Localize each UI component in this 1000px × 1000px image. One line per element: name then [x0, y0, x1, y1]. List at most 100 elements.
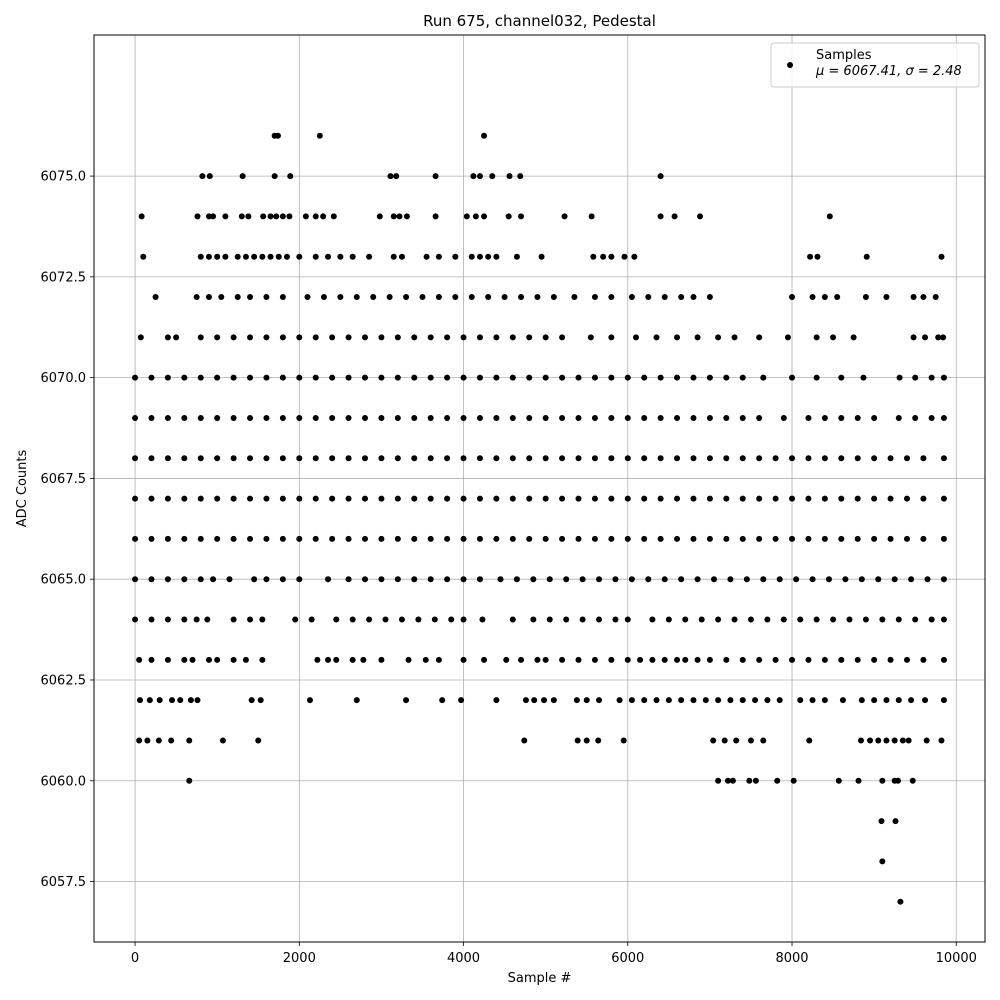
- data-point: [706, 374, 713, 381]
- data-point: [214, 253, 221, 260]
- data-point: [247, 616, 254, 623]
- data-point: [197, 253, 204, 260]
- data-point: [164, 535, 171, 542]
- data-point: [378, 414, 385, 421]
- data-point: [230, 414, 237, 421]
- data-point: [497, 576, 504, 583]
- data-point: [148, 535, 155, 542]
- data-point: [349, 656, 356, 663]
- data-point: [760, 737, 767, 744]
- y-tick-label: 6057.5: [41, 875, 87, 890]
- data-point: [940, 414, 947, 421]
- data-point: [772, 535, 779, 542]
- data-point: [476, 253, 483, 260]
- data-point: [308, 616, 315, 623]
- data-point: [805, 455, 812, 462]
- data-point: [263, 576, 270, 583]
- data-point: [938, 253, 945, 260]
- data-point: [273, 213, 280, 220]
- data-point: [690, 294, 697, 301]
- data-point: [641, 495, 648, 502]
- data-point: [314, 656, 321, 663]
- data-point: [423, 253, 430, 260]
- data-point: [242, 253, 249, 260]
- data-point: [320, 294, 327, 301]
- data-point: [366, 253, 373, 260]
- data-point: [789, 374, 796, 381]
- y-tick-label: 6065.0: [41, 573, 87, 588]
- data-point: [513, 253, 520, 260]
- data-point: [164, 334, 171, 341]
- data-point: [698, 616, 705, 623]
- data-point: [632, 334, 639, 341]
- data-point: [892, 818, 899, 825]
- data-point: [187, 697, 194, 704]
- data-point: [723, 455, 730, 462]
- data-point: [255, 737, 262, 744]
- data-point: [694, 334, 701, 341]
- data-point: [928, 374, 935, 381]
- data-point: [910, 294, 917, 301]
- data-point: [476, 576, 483, 583]
- data-point: [337, 253, 344, 260]
- data-point: [411, 495, 418, 502]
- data-point: [460, 455, 467, 462]
- data-point: [574, 737, 581, 744]
- data-point: [883, 697, 890, 704]
- data-point: [247, 334, 254, 341]
- data-point: [928, 616, 935, 623]
- data-point: [521, 737, 528, 744]
- data-point: [809, 576, 816, 583]
- data-point: [152, 294, 159, 301]
- data-point: [526, 334, 533, 341]
- data-point: [263, 374, 270, 381]
- data-point: [830, 334, 837, 341]
- data-point: [444, 455, 451, 462]
- data-point: [912, 616, 919, 623]
- data-point: [608, 455, 615, 462]
- data-point: [394, 414, 401, 421]
- data-point: [805, 656, 812, 663]
- data-point: [279, 414, 286, 421]
- data-point: [938, 737, 945, 744]
- data-point: [193, 294, 200, 301]
- data-point: [706, 455, 713, 462]
- data-point: [542, 535, 549, 542]
- data-point: [940, 576, 947, 583]
- data-point: [739, 374, 746, 381]
- data-point: [481, 656, 488, 663]
- data-point: [333, 656, 340, 663]
- data-point: [723, 374, 730, 381]
- y-tick-label: 6072.5: [41, 270, 87, 285]
- data-point: [871, 656, 878, 663]
- data-point: [583, 737, 590, 744]
- data-point: [476, 173, 483, 180]
- data-point: [789, 455, 796, 462]
- data-point: [641, 414, 648, 421]
- data-point: [267, 253, 274, 260]
- data-point: [838, 495, 845, 502]
- data-point: [234, 253, 241, 260]
- data-point: [591, 656, 598, 663]
- data-point: [821, 455, 828, 462]
- data-point: [764, 697, 771, 704]
- data-point: [674, 455, 681, 462]
- data-point: [526, 414, 533, 421]
- data-point: [422, 656, 429, 663]
- data-point: [731, 334, 738, 341]
- data-point: [238, 213, 245, 220]
- data-point: [148, 374, 155, 381]
- data-point: [653, 697, 660, 704]
- data-point: [546, 616, 553, 623]
- data-point: [197, 495, 204, 502]
- data-point: [711, 576, 718, 583]
- data-point: [690, 455, 697, 462]
- data-point: [286, 213, 293, 220]
- data-point: [194, 697, 201, 704]
- data-point: [863, 253, 870, 260]
- data-point: [649, 616, 656, 623]
- data-point: [526, 535, 533, 542]
- data-point: [296, 495, 303, 502]
- data-point: [361, 535, 368, 542]
- data-point: [715, 616, 722, 623]
